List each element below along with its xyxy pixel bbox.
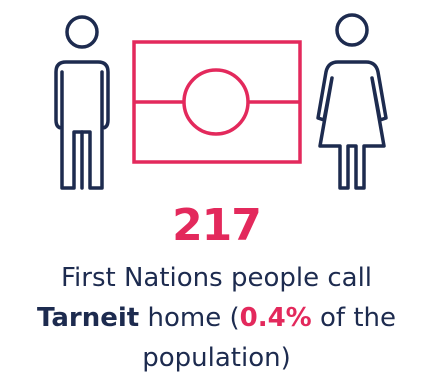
aboriginal-flag-icon [132, 40, 302, 164]
illustration [54, 13, 388, 190]
caption-line-3: population) [142, 343, 291, 373]
woman-icon [316, 13, 388, 190]
caption: First Nations people call Tarneit home (… [0, 258, 433, 378]
home-text: home ( [139, 303, 240, 333]
caption-line-1: First Nations people call [60, 263, 373, 293]
man-icon [54, 15, 110, 190]
place-name: Tarneit [36, 303, 140, 333]
caption-line-2: Tarneit home (0.4% of the [0, 298, 433, 338]
population-count: 217 [172, 200, 262, 251]
of-the-text: of the [311, 303, 396, 333]
percentage: 0.4% [239, 303, 312, 333]
